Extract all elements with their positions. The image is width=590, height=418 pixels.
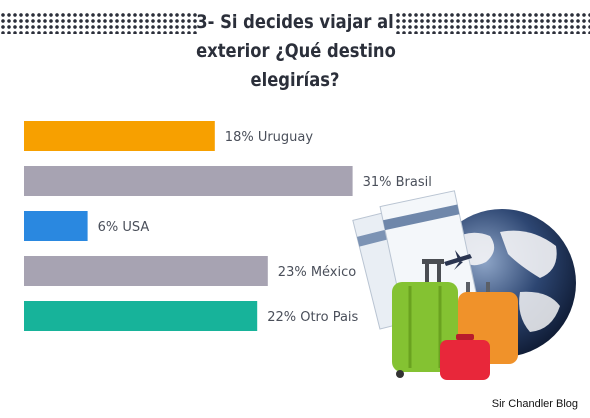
title-line-2: exterior ¿Qué destino <box>196 40 396 62</box>
bar-uruguay <box>24 121 215 151</box>
chart-title: 3- Si decides viajar al exterior ¿Qué de… <box>196 8 396 95</box>
bar-otro-pais <box>24 301 258 331</box>
travel-illustration <box>352 190 576 380</box>
decorative-dots-right <box>395 12 590 34</box>
decorative-dots-left <box>0 12 198 34</box>
bar-label: 23% México <box>278 265 356 280</box>
bar-usa <box>24 211 88 241</box>
suitcase-icon <box>392 259 518 380</box>
title-line-3: elegirías? <box>250 69 340 91</box>
bar-brasil <box>24 166 353 196</box>
bar-label: 31% Brasil <box>363 175 432 190</box>
airplane-icon <box>444 250 472 270</box>
credit-label: Sir Chandler Blog <box>491 398 578 410</box>
title-line-1: 3- Si decides viajar al <box>196 11 394 33</box>
bar-label: 22% Otro Pais <box>267 310 358 325</box>
bar-m-xico <box>24 256 268 286</box>
bar-label: 18% Uruguay <box>225 130 314 145</box>
bar-label: 6% USA <box>98 220 150 235</box>
